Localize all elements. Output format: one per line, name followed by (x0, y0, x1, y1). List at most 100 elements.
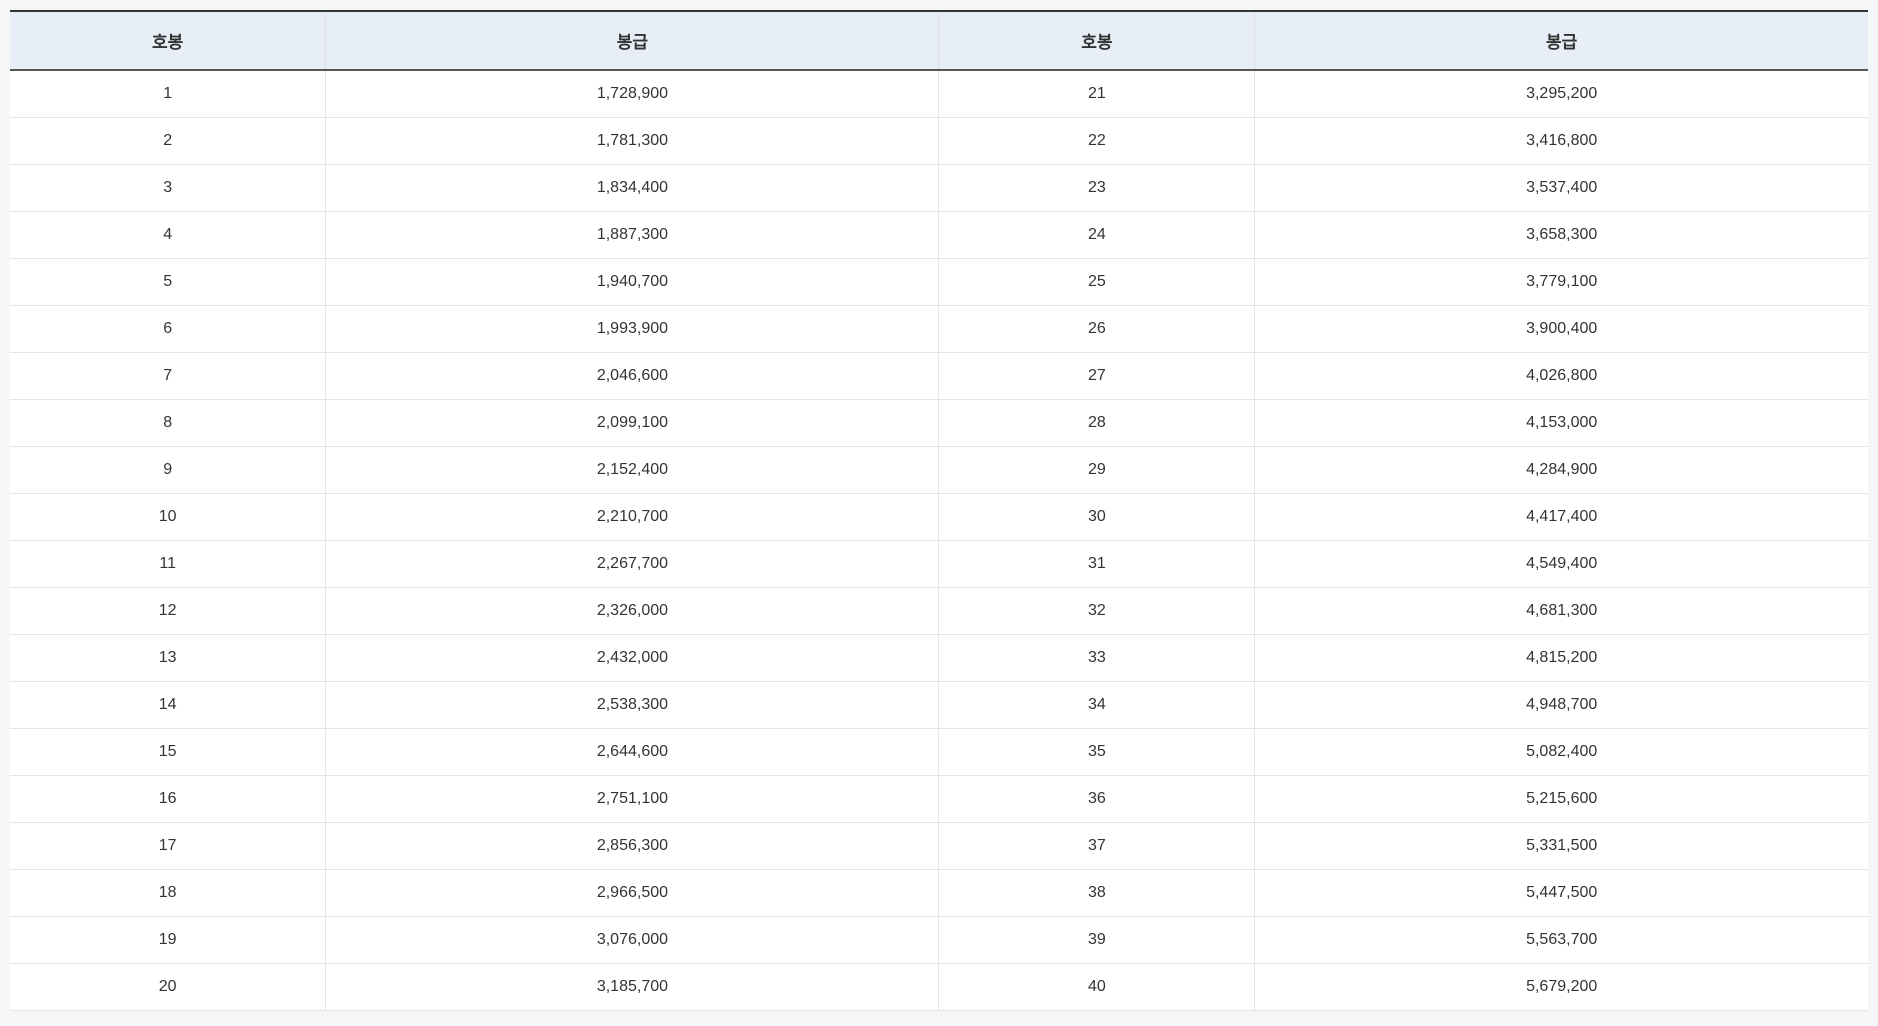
table-row: 162,751,100365,215,600 (10, 776, 1868, 823)
cell-salary-1: 1,834,400 (326, 165, 939, 212)
cell-salary-2: 4,815,200 (1255, 635, 1868, 682)
table-row: 11,728,900213,295,200 (10, 70, 1868, 118)
cell-step-2: 30 (939, 494, 1255, 541)
cell-step-1: 1 (10, 70, 326, 118)
cell-salary-2: 4,026,800 (1255, 353, 1868, 400)
cell-salary-2: 5,447,500 (1255, 870, 1868, 917)
cell-step-1: 20 (10, 964, 326, 1011)
cell-step-2: 35 (939, 729, 1255, 776)
table-row: 82,099,100284,153,000 (10, 400, 1868, 447)
cell-step-2: 25 (939, 259, 1255, 306)
cell-salary-2: 4,284,900 (1255, 447, 1868, 494)
cell-salary-1: 3,185,700 (326, 964, 939, 1011)
table-row: 203,185,700405,679,200 (10, 964, 1868, 1011)
cell-step-2: 23 (939, 165, 1255, 212)
header-salary-1: 봉급 (326, 12, 939, 70)
cell-step-1: 19 (10, 917, 326, 964)
table-row: 152,644,600355,082,400 (10, 729, 1868, 776)
cell-step-1: 9 (10, 447, 326, 494)
table-row: 132,432,000334,815,200 (10, 635, 1868, 682)
cell-salary-1: 2,538,300 (326, 682, 939, 729)
header-step-1: 호봉 (10, 12, 326, 70)
header-step-2: 호봉 (939, 12, 1255, 70)
cell-salary-1: 1,728,900 (326, 70, 939, 118)
cell-salary-1: 2,326,000 (326, 588, 939, 635)
table-row: 61,993,900263,900,400 (10, 306, 1868, 353)
cell-salary-1: 2,432,000 (326, 635, 939, 682)
cell-salary-1: 1,781,300 (326, 118, 939, 165)
cell-step-2: 21 (939, 70, 1255, 118)
cell-salary-2: 5,331,500 (1255, 823, 1868, 870)
cell-salary-2: 3,900,400 (1255, 306, 1868, 353)
table-row: 182,966,500385,447,500 (10, 870, 1868, 917)
cell-step-2: 32 (939, 588, 1255, 635)
cell-step-1: 5 (10, 259, 326, 306)
table-row: 172,856,300375,331,500 (10, 823, 1868, 870)
table-header-row: 호봉 봉급 호봉 봉급 (10, 12, 1868, 70)
cell-step-2: 38 (939, 870, 1255, 917)
cell-salary-2: 5,679,200 (1255, 964, 1868, 1011)
table-body: 11,728,900213,295,20021,781,300223,416,8… (10, 70, 1868, 1011)
cell-salary-1: 2,099,100 (326, 400, 939, 447)
cell-salary-1: 1,993,900 (326, 306, 939, 353)
cell-step-2: 36 (939, 776, 1255, 823)
cell-step-1: 11 (10, 541, 326, 588)
cell-salary-2: 3,537,400 (1255, 165, 1868, 212)
cell-salary-2: 4,948,700 (1255, 682, 1868, 729)
cell-step-2: 40 (939, 964, 1255, 1011)
cell-step-2: 26 (939, 306, 1255, 353)
table-row: 112,267,700314,549,400 (10, 541, 1868, 588)
cell-salary-1: 2,966,500 (326, 870, 939, 917)
salary-table: 호봉 봉급 호봉 봉급 11,728,900213,295,20021,781,… (10, 12, 1868, 1011)
cell-salary-2: 4,417,400 (1255, 494, 1868, 541)
cell-step-2: 39 (939, 917, 1255, 964)
cell-salary-2: 5,215,600 (1255, 776, 1868, 823)
table-row: 31,834,400233,537,400 (10, 165, 1868, 212)
cell-step-1: 10 (10, 494, 326, 541)
cell-salary-1: 2,751,100 (326, 776, 939, 823)
cell-step-2: 22 (939, 118, 1255, 165)
cell-step-2: 29 (939, 447, 1255, 494)
salary-table-container: 호봉 봉급 호봉 봉급 11,728,900213,295,20021,781,… (10, 10, 1868, 1011)
cell-salary-1: 3,076,000 (326, 917, 939, 964)
cell-step-2: 37 (939, 823, 1255, 870)
cell-step-2: 31 (939, 541, 1255, 588)
table-row: 72,046,600274,026,800 (10, 353, 1868, 400)
cell-salary-1: 2,046,600 (326, 353, 939, 400)
table-row: 102,210,700304,417,400 (10, 494, 1868, 541)
cell-step-1: 16 (10, 776, 326, 823)
cell-step-1: 6 (10, 306, 326, 353)
cell-salary-2: 3,416,800 (1255, 118, 1868, 165)
cell-salary-2: 5,082,400 (1255, 729, 1868, 776)
cell-step-1: 2 (10, 118, 326, 165)
table-row: 92,152,400294,284,900 (10, 447, 1868, 494)
cell-step-1: 12 (10, 588, 326, 635)
cell-step-2: 33 (939, 635, 1255, 682)
cell-step-1: 18 (10, 870, 326, 917)
cell-salary-2: 3,658,300 (1255, 212, 1868, 259)
header-salary-2: 봉급 (1255, 12, 1868, 70)
cell-salary-1: 2,267,700 (326, 541, 939, 588)
cell-salary-2: 3,295,200 (1255, 70, 1868, 118)
cell-step-1: 17 (10, 823, 326, 870)
table-row: 142,538,300344,948,700 (10, 682, 1868, 729)
cell-step-1: 7 (10, 353, 326, 400)
cell-salary-1: 2,856,300 (326, 823, 939, 870)
cell-step-1: 4 (10, 212, 326, 259)
cell-step-1: 15 (10, 729, 326, 776)
cell-step-1: 3 (10, 165, 326, 212)
cell-salary-2: 4,681,300 (1255, 588, 1868, 635)
cell-step-2: 24 (939, 212, 1255, 259)
table-row: 122,326,000324,681,300 (10, 588, 1868, 635)
table-row: 193,076,000395,563,700 (10, 917, 1868, 964)
cell-salary-2: 5,563,700 (1255, 917, 1868, 964)
cell-salary-2: 3,779,100 (1255, 259, 1868, 306)
cell-step-1: 8 (10, 400, 326, 447)
cell-salary-2: 4,153,000 (1255, 400, 1868, 447)
cell-step-1: 13 (10, 635, 326, 682)
cell-step-2: 34 (939, 682, 1255, 729)
cell-salary-1: 1,887,300 (326, 212, 939, 259)
table-row: 21,781,300223,416,800 (10, 118, 1868, 165)
cell-step-2: 27 (939, 353, 1255, 400)
cell-step-2: 28 (939, 400, 1255, 447)
